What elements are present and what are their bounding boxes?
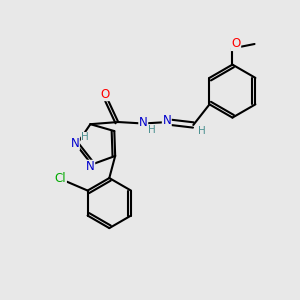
Text: N: N (162, 114, 171, 127)
Text: N: N (139, 116, 148, 128)
Text: H: H (81, 133, 89, 142)
Text: H: H (148, 125, 155, 135)
Text: Cl: Cl (55, 172, 66, 185)
Text: O: O (231, 38, 241, 50)
Text: O: O (100, 88, 110, 100)
Text: N: N (86, 160, 95, 173)
Text: H: H (198, 126, 206, 136)
Text: N: N (70, 137, 79, 150)
